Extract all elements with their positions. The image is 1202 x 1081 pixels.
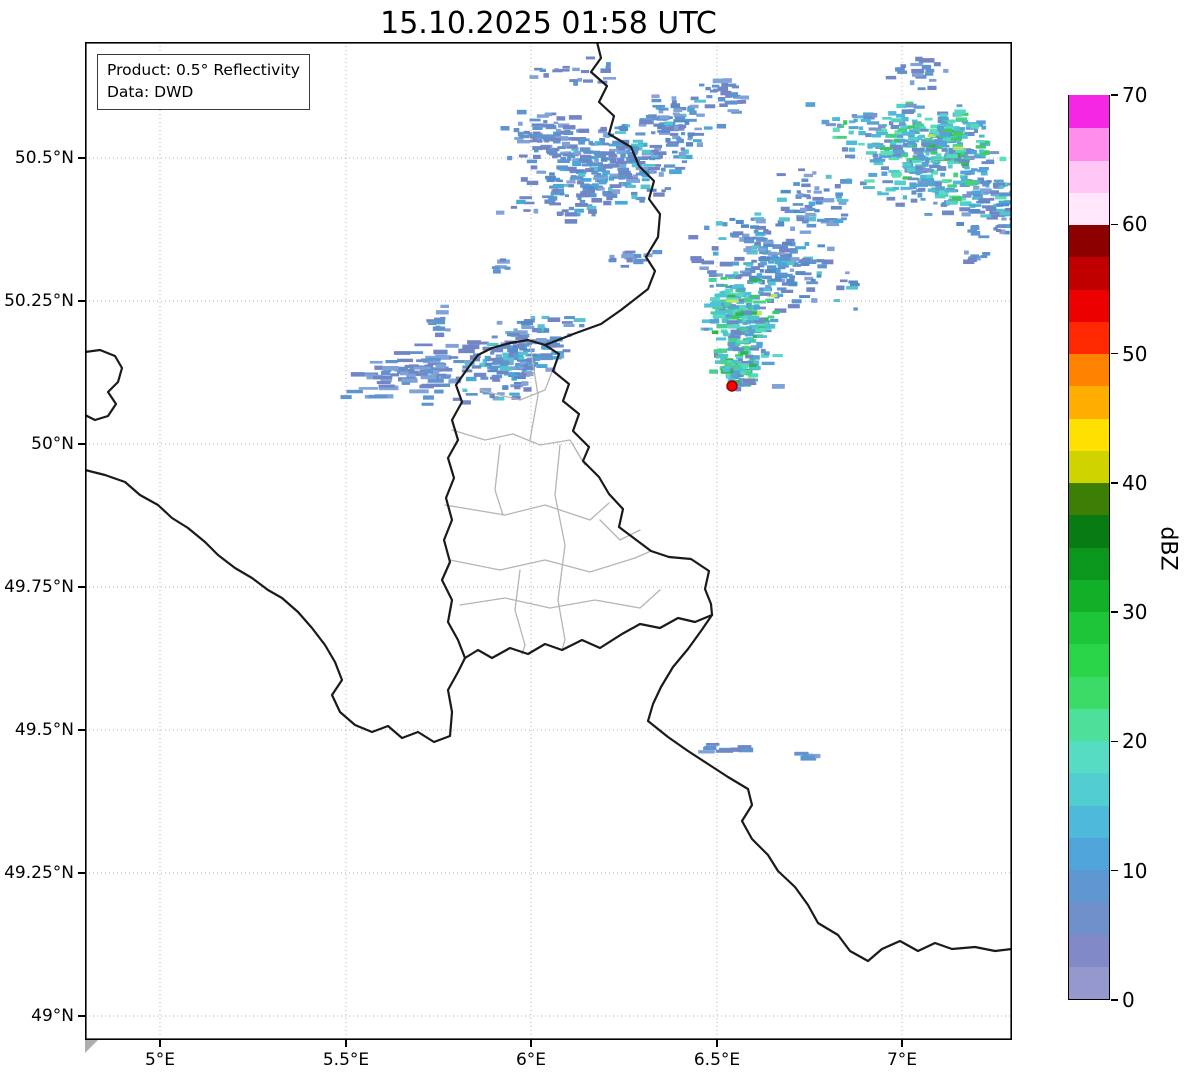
longitude-tick-label: 6.5°E xyxy=(693,1050,741,1070)
latitude-tick-label: 50.5°N xyxy=(14,148,74,168)
colorbar-tick xyxy=(1111,352,1118,355)
colorbar-tick-label: 20 xyxy=(1122,729,1148,754)
latitude-tick xyxy=(78,729,85,731)
map-plot-area: Product: 0.5° Reflectivity Data: DWD xyxy=(85,42,1012,1040)
colorbar-segment xyxy=(1069,288,1109,322)
colorbar-segment xyxy=(1069,353,1109,387)
colorbar-segment xyxy=(1069,321,1109,354)
colorbar-segment xyxy=(1069,159,1109,193)
longitude-tick-label: 7°E xyxy=(886,1050,918,1070)
data-source-label: Data: DWD xyxy=(107,82,194,101)
colorbar-tick xyxy=(1111,999,1118,1001)
colorbar-segment xyxy=(1069,611,1109,645)
product-info-box: Product: 0.5° Reflectivity Data: DWD xyxy=(97,54,310,111)
colorbar-tick xyxy=(1111,740,1118,743)
latitude-tick-label: 50.25°N xyxy=(4,291,74,311)
latitude-tick xyxy=(78,443,85,445)
colorbar-tick xyxy=(1111,94,1118,96)
latitude-tick-label: 49.5°N xyxy=(14,720,74,740)
colorbar-segment xyxy=(1069,772,1109,806)
colorbar-segment xyxy=(1069,837,1109,870)
latitude-tick xyxy=(78,872,85,874)
colorbar-segment xyxy=(1069,546,1109,580)
latitude-tick xyxy=(78,586,85,588)
colorbar-tick-label: 60 xyxy=(1122,212,1148,237)
colorbar-segment xyxy=(1069,966,1109,999)
colorbar-segment xyxy=(1069,385,1109,419)
colorbar-segment xyxy=(1069,643,1109,677)
colorbar-segment xyxy=(1069,127,1109,161)
longitude-tick xyxy=(345,1040,347,1047)
colorbar-segment xyxy=(1069,256,1109,290)
product-label: Product: 0.5° Reflectivity xyxy=(107,61,300,79)
longitude-tick-label: 5°E xyxy=(144,1050,176,1070)
colorbar-segment xyxy=(1069,708,1109,741)
colorbar-segment xyxy=(1069,224,1109,258)
longitude-tick xyxy=(159,1040,161,1047)
colorbar-unit-label: dBZ xyxy=(1155,526,1181,571)
colorbar-tick-label: 50 xyxy=(1122,341,1148,366)
colorbar-segment xyxy=(1069,804,1109,838)
colorbar-segment xyxy=(1069,450,1109,483)
radar-echo-layer xyxy=(340,56,1012,761)
latitude-tick-label: 50°N xyxy=(31,434,74,454)
latitude-tick xyxy=(78,1015,85,1017)
longitude-axis: 5°E 5.5°E 6°E 6.5°E 7°E xyxy=(85,1040,1012,1080)
colorbar-tick-label: 40 xyxy=(1122,470,1148,495)
corner-marker xyxy=(85,1040,98,1053)
latitude-axis: 50.5°N 50.25°N 50°N 49.75°N 49.5°N 49.25°N 49°… xyxy=(0,42,85,1040)
admin-borders xyxy=(444,344,661,655)
latitude-tick-label: 49.25°N xyxy=(4,863,74,883)
colorbar-tick-label: 0 xyxy=(1122,988,1135,1012)
colorbar-tick xyxy=(1111,869,1118,872)
longitude-tick xyxy=(716,1040,718,1047)
latitude-tick xyxy=(78,157,85,159)
colorbar-segment xyxy=(1069,514,1109,548)
colorbar-tick-label: 70 xyxy=(1122,83,1148,107)
latitude-tick-label: 49.75°N xyxy=(4,577,74,597)
colorbar-tick xyxy=(1111,223,1118,226)
longitude-tick xyxy=(901,1040,903,1047)
colorbar-segment xyxy=(1069,192,1109,225)
figure-title: 15.10.2025 01:58 UTC xyxy=(380,6,717,41)
colorbar-segment xyxy=(1069,417,1109,451)
colorbar-tick-label: 30 xyxy=(1122,600,1148,625)
colorbar-segment xyxy=(1069,482,1109,516)
colorbar-segment xyxy=(1069,933,1109,967)
colorbar-segment xyxy=(1069,95,1109,129)
colorbar xyxy=(1068,95,1110,1000)
longitude-tick xyxy=(530,1040,532,1047)
colorbar-segment xyxy=(1069,901,1109,935)
gridlines xyxy=(85,42,1012,1040)
country-borders xyxy=(85,42,1012,963)
longitude-tick-label: 5.5°E xyxy=(322,1050,370,1070)
map-canvas xyxy=(85,42,1012,1040)
colorbar-segment xyxy=(1069,675,1109,709)
colorbar-segment xyxy=(1069,740,1109,774)
colorbar-tick xyxy=(1111,482,1118,484)
colorbar-tick xyxy=(1111,611,1118,613)
plot-frame xyxy=(85,42,1012,1040)
longitude-tick-label: 6°E xyxy=(515,1050,547,1070)
colorbar-segment xyxy=(1069,579,1109,612)
radar-site-marker xyxy=(726,380,738,392)
colorbar-segment xyxy=(1069,869,1109,903)
latitude-tick xyxy=(78,300,85,302)
latitude-tick-label: 49°N xyxy=(31,1006,74,1026)
colorbar-tick-label: 10 xyxy=(1122,858,1148,883)
